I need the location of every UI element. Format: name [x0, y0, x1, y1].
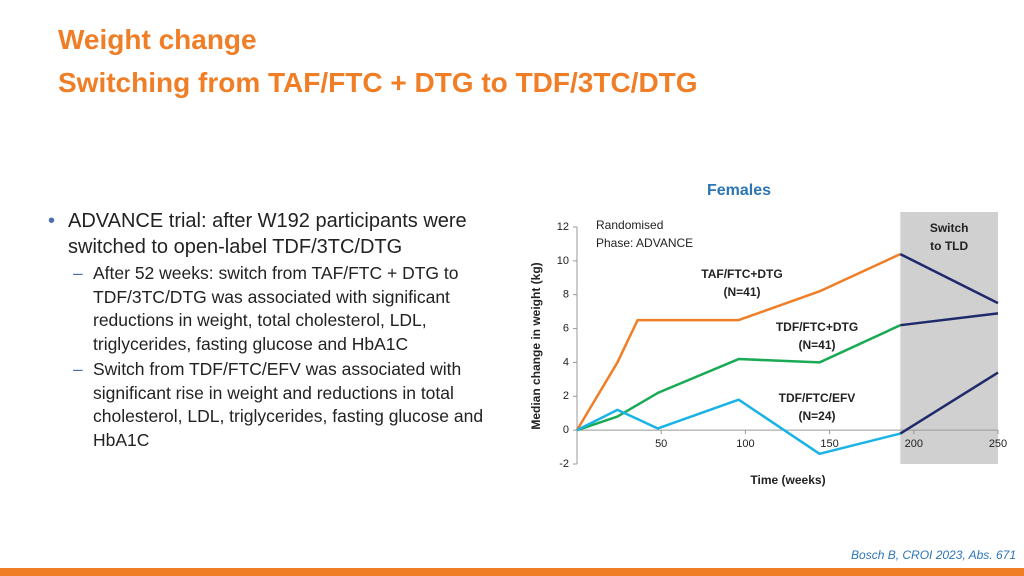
y-tick-label: 10 — [557, 255, 569, 267]
series-line — [899, 252, 999, 305]
sub-bullet-text: Switch from TDF/FTC/EFV was associated w… — [93, 359, 484, 450]
sub-bullet: – After 52 weeks: switch from TAF/FTC + D… — [73, 263, 459, 354]
series-line — [576, 324, 901, 432]
x-tick-label: 50 — [655, 438, 667, 450]
x-axis-label: Time (weeks) — [750, 473, 825, 487]
x-tick-label: 100 — [736, 438, 754, 450]
y-tick-label: 12 — [557, 221, 569, 233]
y-tick-label: 4 — [563, 356, 569, 368]
citation: Bosch B, CROI 2023, Abs. 671 — [851, 548, 1016, 562]
series-line — [900, 312, 999, 327]
x-tick-label: 150 — [820, 438, 838, 450]
series-label: TDF/FTC+DTG — [776, 320, 858, 334]
series-line — [576, 398, 901, 456]
series-line — [575, 252, 901, 431]
subtitle: Switching from TAF/FTC + DTG to TDF/3TC/… — [58, 67, 698, 98]
sub-bullet: – Switch from TDF/FTC/EFV was associated … — [73, 359, 484, 450]
series-n-label: (N=41) — [798, 338, 835, 352]
x-tick-label: 250 — [989, 438, 1007, 450]
series-label: TDF/FTC/EFV — [779, 391, 856, 405]
switch-label: to TLD — [930, 239, 968, 253]
y-tick-label: 2 — [563, 390, 569, 402]
phase-label: Randomised — [596, 218, 663, 232]
sub-bullet-text: After 52 weeks: switch from TAF/FTC + DT… — [93, 263, 459, 354]
series-line — [899, 371, 999, 435]
phase-label: Phase: ADVANCE — [596, 236, 693, 250]
bullet: • ADVANCE trial: after W192 participants… — [48, 208, 488, 452]
title: Weight change — [58, 24, 257, 55]
bullet-dot: • — [48, 210, 56, 232]
y-tick-label: 6 — [563, 322, 569, 334]
y-tick-label: 8 — [563, 289, 569, 301]
series-n-label: (N=24) — [798, 409, 835, 423]
y-axis-label: Median change in weight (kg) — [529, 262, 543, 429]
y-tick-label: 0 — [563, 424, 569, 436]
chart-title: Females — [707, 182, 771, 199]
series-n-label: (N=41) — [723, 285, 760, 299]
bullet-text: ADVANCE trial: after W192 participants w… — [68, 210, 467, 258]
y-tick-label: -2 — [559, 458, 569, 470]
switch-label: Switch — [930, 221, 969, 235]
series-label: TAF/FTC+DTG — [701, 267, 782, 281]
x-tick-label: 200 — [905, 438, 923, 450]
footer-bar — [0, 568, 1024, 576]
